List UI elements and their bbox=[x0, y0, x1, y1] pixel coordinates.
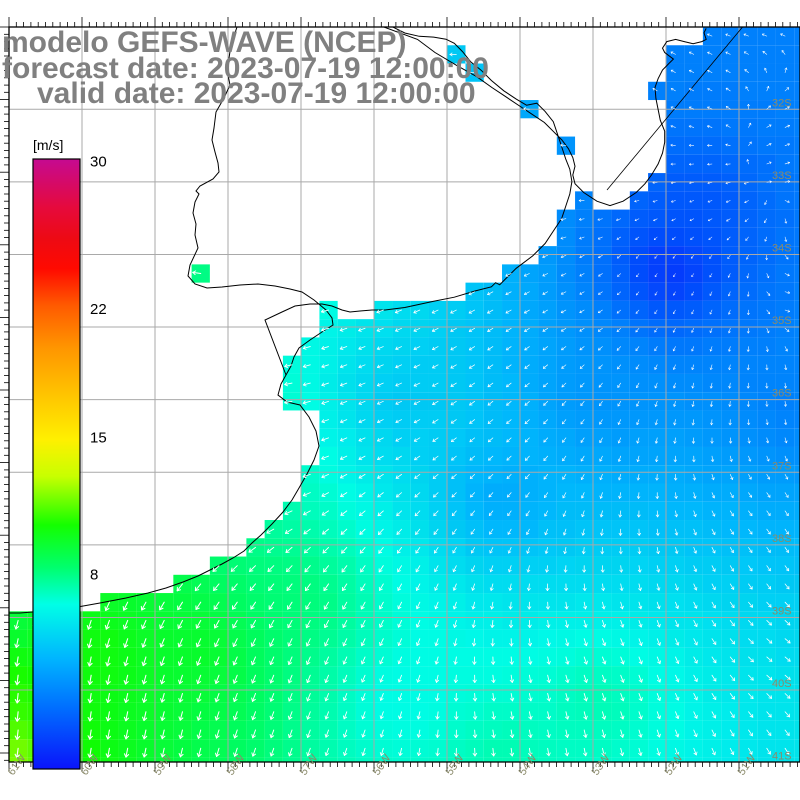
svg-text:40S: 40S bbox=[772, 678, 792, 690]
svg-text:22: 22 bbox=[90, 301, 107, 318]
svg-text:35S: 35S bbox=[772, 315, 792, 327]
svg-text:8: 8 bbox=[90, 567, 98, 584]
svg-text:33S: 33S bbox=[772, 170, 792, 182]
svg-text:41S: 41S bbox=[772, 751, 792, 763]
svg-text:36S: 36S bbox=[772, 388, 792, 400]
svg-text:15: 15 bbox=[90, 429, 107, 446]
svg-text:30: 30 bbox=[90, 154, 107, 171]
svg-text:38S: 38S bbox=[772, 533, 792, 545]
svg-text:32S: 32S bbox=[772, 97, 792, 109]
svg-text:37S: 37S bbox=[772, 460, 792, 472]
svg-text:39S: 39S bbox=[772, 605, 792, 617]
svg-text:valid date: 2023-07-19 12:00:0: valid date: 2023-07-19 12:00:00 bbox=[37, 77, 476, 110]
svg-text:[m/s]: [m/s] bbox=[33, 137, 63, 153]
svg-text:34S: 34S bbox=[772, 242, 792, 254]
